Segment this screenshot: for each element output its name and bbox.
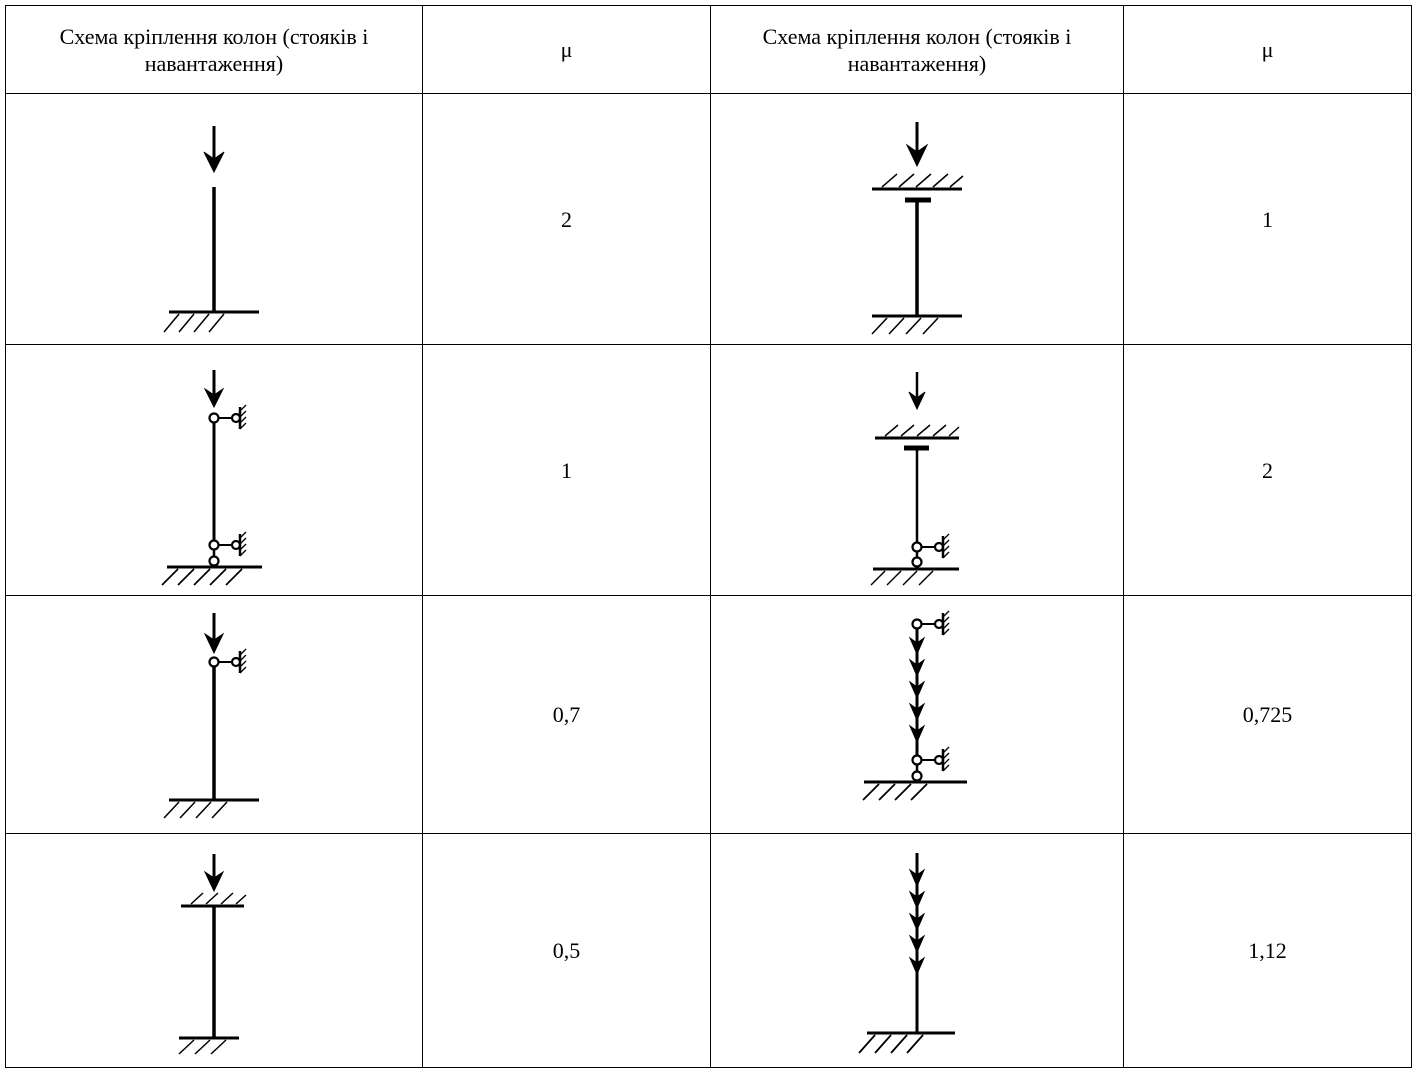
mu-value: 1: [1123, 93, 1412, 345]
scheme-cell: [5, 344, 423, 596]
mu-value: 1,12: [1123, 833, 1412, 1068]
scheme-cell: [5, 93, 423, 345]
free-top-fixed-base-icon: [163, 126, 259, 333]
scheme-cell: [710, 833, 1124, 1068]
scheme-cell: [710, 93, 1124, 345]
distributed-load-fixed-base-icon: [858, 853, 955, 1054]
scheme-cell: [710, 595, 1124, 834]
mu-value: 0,7: [422, 595, 711, 834]
header-scheme-left: Схема кріплення колон (стояків і наванта…: [5, 5, 423, 94]
mu-value: 1: [422, 344, 711, 596]
scheme-cell: [5, 595, 423, 834]
distributed-load-pinned-pinned-icon: [862, 610, 967, 801]
pinned-top-pinned-base-icon: [161, 370, 262, 586]
header-mu-right: μ: [1123, 5, 1412, 94]
table-row: 2 1: [5, 93, 1412, 345]
header-scheme-right: Схема кріплення колон (стояків і наванта…: [710, 5, 1124, 94]
clamped-top-fixed-base-short-icon: [178, 854, 247, 1055]
scheme-cell: [710, 344, 1124, 596]
pinned-top-fixed-base-icon: [163, 612, 259, 819]
table-row: 1: [5, 344, 1412, 596]
table-row: 0,5 1,12: [5, 833, 1412, 1068]
buckling-length-coefficient-table: Схема кріплення колон (стояків і наванта…: [5, 5, 1412, 1068]
header-mu-left: μ: [422, 5, 711, 94]
mu-value: 2: [1123, 344, 1412, 596]
scheme-cell: [5, 833, 423, 1068]
mu-value: 0,5: [422, 833, 711, 1068]
table-header-row: Схема кріплення колон (стояків і наванта…: [5, 5, 1412, 94]
mu-value: 2: [422, 93, 711, 345]
clamped-top-pinned-base-icon: [870, 372, 960, 586]
clamped-top-fixed-base-icon: [871, 122, 964, 335]
table-row: 0,7: [5, 595, 1412, 834]
mu-value: 0,725: [1123, 595, 1412, 834]
